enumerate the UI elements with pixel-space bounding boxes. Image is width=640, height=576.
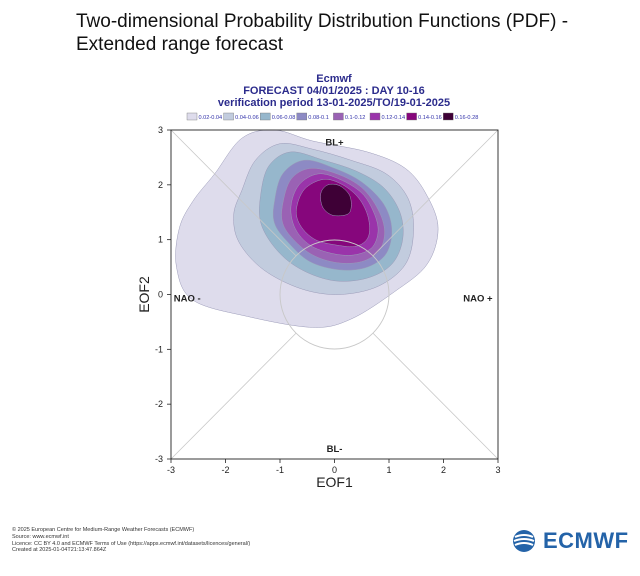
footer-copyright: © 2025 European Centre for Medium-Range … (12, 527, 195, 533)
footer-licence: Licence: CC BY 4.0 and ECMWF Terms of Us… (12, 540, 251, 547)
page-title-line-2: Extended range forecast (76, 34, 284, 55)
footer-created: Created at 2025-01-04T21:13:47.864Z (12, 547, 107, 554)
regime-label-bottom: BL- (327, 444, 343, 455)
legend-label: 0.1-0.12 (345, 115, 366, 121)
y-tick-label: 1 (158, 235, 163, 245)
page-title: Two-dimensional Probability Distribution… (76, 10, 568, 56)
reference-circle (279, 239, 390, 350)
contour-band (320, 183, 352, 217)
legend-label: 0.06-0.08 (272, 115, 296, 121)
x-tick-label: 0 (332, 465, 337, 475)
footer-source: Source: www.ecmwf.int (12, 533, 69, 540)
chart-verification-label: verification period 13-01-2025/TO/19-01-… (218, 97, 450, 109)
diagonal-se (372, 332, 499, 460)
x-tick-label: 1 (386, 465, 391, 475)
page-title-line-1: Two-dimensional Probability Distribution… (76, 11, 569, 32)
legend-label: 0.14-0.16 (418, 115, 442, 121)
y-tick-label: -3 (155, 454, 163, 464)
x-tick-label: -3 (167, 465, 175, 475)
regime-label-top: BL+ (325, 137, 344, 148)
y-tick-label: 2 (158, 180, 163, 190)
diagonal-ne (372, 129, 499, 257)
y-tick-label: 3 (158, 125, 163, 135)
legend-label: 0.16-0.28 (455, 115, 479, 121)
footer-credits: © 2025 European Centre for Medium-Range … (12, 527, 250, 554)
chart-source-label: Ecmwf (316, 73, 352, 85)
legend-label: 0.02-0.04 (199, 115, 223, 121)
legend-label: 0.08-0.1 (308, 115, 329, 121)
legend-label: 0.12-0.14 (382, 115, 406, 121)
y-axis-title: EOF2 (136, 276, 152, 313)
y-tick-label: -2 (155, 399, 163, 409)
regime-label-left: NAO - (174, 294, 201, 305)
legend-swatch (223, 112, 234, 121)
legend-swatch (369, 112, 381, 121)
diagonal-nw (170, 129, 297, 257)
ecmwf-logo-icon (513, 530, 535, 552)
y-tick-label: -1 (155, 344, 163, 354)
legend-label: 0.04-0.06 (235, 115, 259, 121)
x-tick-label: -2 (221, 465, 229, 475)
ecmwf-logo: ECMWF (512, 528, 630, 553)
chart-forecast-label: FORECAST 04/01/2025 : DAY 10-16 (243, 85, 425, 97)
x-tick-label: -1 (276, 465, 284, 475)
legend-swatch (260, 112, 271, 121)
ecmwf-logo-text: ECMWF (543, 528, 629, 553)
x-tick-label: 2 (441, 465, 446, 475)
y-tick-label: 0 (158, 290, 163, 300)
legend-swatch (333, 112, 344, 121)
x-axis-title: EOF1 (316, 474, 353, 490)
x-tick-label: 3 (495, 465, 500, 475)
legend-swatch (406, 112, 417, 121)
diagonal-sw (170, 332, 297, 460)
legend-swatch (296, 112, 307, 121)
legend-swatch (186, 112, 198, 121)
regime-label-right: NAO + (463, 294, 493, 305)
legend-swatch (443, 112, 454, 121)
